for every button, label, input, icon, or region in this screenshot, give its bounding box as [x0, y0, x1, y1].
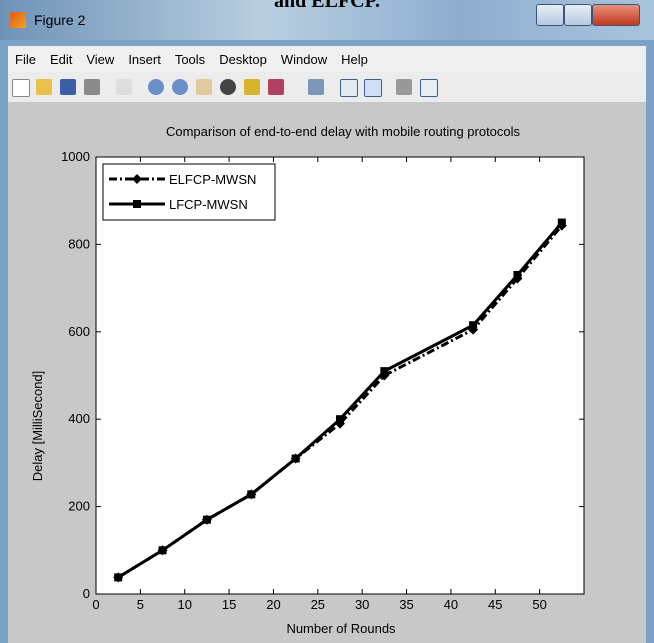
menu-item[interactable]: Desktop [219, 52, 267, 67]
open-button[interactable] [36, 79, 52, 95]
marker [159, 546, 167, 554]
window-title: Figure 2 [34, 12, 85, 28]
pan-button[interactable] [196, 79, 212, 95]
marker [292, 455, 300, 463]
x-tick-label: 35 [399, 597, 413, 612]
marker [469, 321, 477, 329]
menu-item[interactable]: Help [341, 52, 368, 67]
x-tick-label: 45 [488, 597, 502, 612]
rotate-button[interactable] [220, 79, 236, 95]
menu-item[interactable]: Window [281, 52, 327, 67]
figure-window: Figure 2 and ELFCP. File Edit View Insert To… [0, 0, 654, 643]
select-button[interactable] [116, 79, 132, 95]
menu-item[interactable]: Edit [50, 52, 72, 67]
link-button[interactable] [308, 79, 324, 95]
toolbar [8, 72, 646, 103]
marker [114, 573, 122, 581]
show-tools-button[interactable] [420, 79, 438, 97]
y-tick-label: 400 [68, 411, 90, 426]
y-tick-label: 600 [68, 324, 90, 339]
marker [336, 415, 344, 423]
menu-item[interactable]: Tools [175, 52, 205, 67]
app-icon [10, 12, 26, 28]
x-axis-label: Number of Rounds [286, 621, 396, 636]
caption: and ELFCP. [0, 0, 654, 13]
y-tick-label: 200 [68, 499, 90, 514]
legend-label: LFCP-MWSN [169, 197, 248, 212]
x-tick-label: 20 [266, 597, 280, 612]
save-button[interactable] [60, 79, 76, 95]
marker [247, 490, 255, 498]
x-tick-label: 25 [311, 597, 325, 612]
marker [203, 516, 211, 524]
new-button[interactable] [12, 79, 30, 97]
legend-label: ELFCP-MWSN [169, 172, 256, 187]
plot-area [96, 157, 584, 594]
menu-item[interactable]: View [86, 52, 114, 67]
marker [133, 200, 141, 208]
hide-tools-button[interactable] [396, 79, 412, 95]
y-axis-label: Delay [MilliSecond] [30, 371, 45, 482]
zoom-out-button[interactable] [172, 79, 188, 95]
x-tick-label: 40 [444, 597, 458, 612]
y-tick-label: 800 [68, 236, 90, 251]
x-tick-label: 30 [355, 597, 369, 612]
datacursor-button[interactable] [244, 79, 260, 95]
menu-item[interactable]: File [15, 52, 36, 67]
menu-item[interactable]: Insert [128, 52, 161, 67]
menu-bar: File Edit View Insert Tools Desktop Window Help [8, 46, 646, 72]
brush-button[interactable] [268, 79, 284, 95]
y-tick-label: 1000 [61, 149, 90, 164]
chart: Comparison of end-to-end delay with mobi… [8, 103, 646, 643]
x-tick-label: 10 [177, 597, 191, 612]
x-tick-label: 50 [532, 597, 546, 612]
chart-title: Comparison of end-to-end delay with mobi… [166, 124, 521, 139]
zoom-in-button[interactable] [148, 79, 164, 95]
colorbar-button[interactable] [340, 79, 358, 97]
marker [380, 367, 388, 375]
x-tick-label: 0 [92, 597, 99, 612]
marker [558, 219, 566, 227]
x-tick-label: 15 [222, 597, 236, 612]
page: Figure 2 and ELFCP. File Edit View Insert To… [0, 0, 654, 643]
y-tick-label: 0 [83, 586, 90, 601]
marker [513, 271, 521, 279]
x-tick-label: 5 [137, 597, 144, 612]
legend-button[interactable] [364, 79, 382, 97]
print-button[interactable] [84, 79, 100, 95]
